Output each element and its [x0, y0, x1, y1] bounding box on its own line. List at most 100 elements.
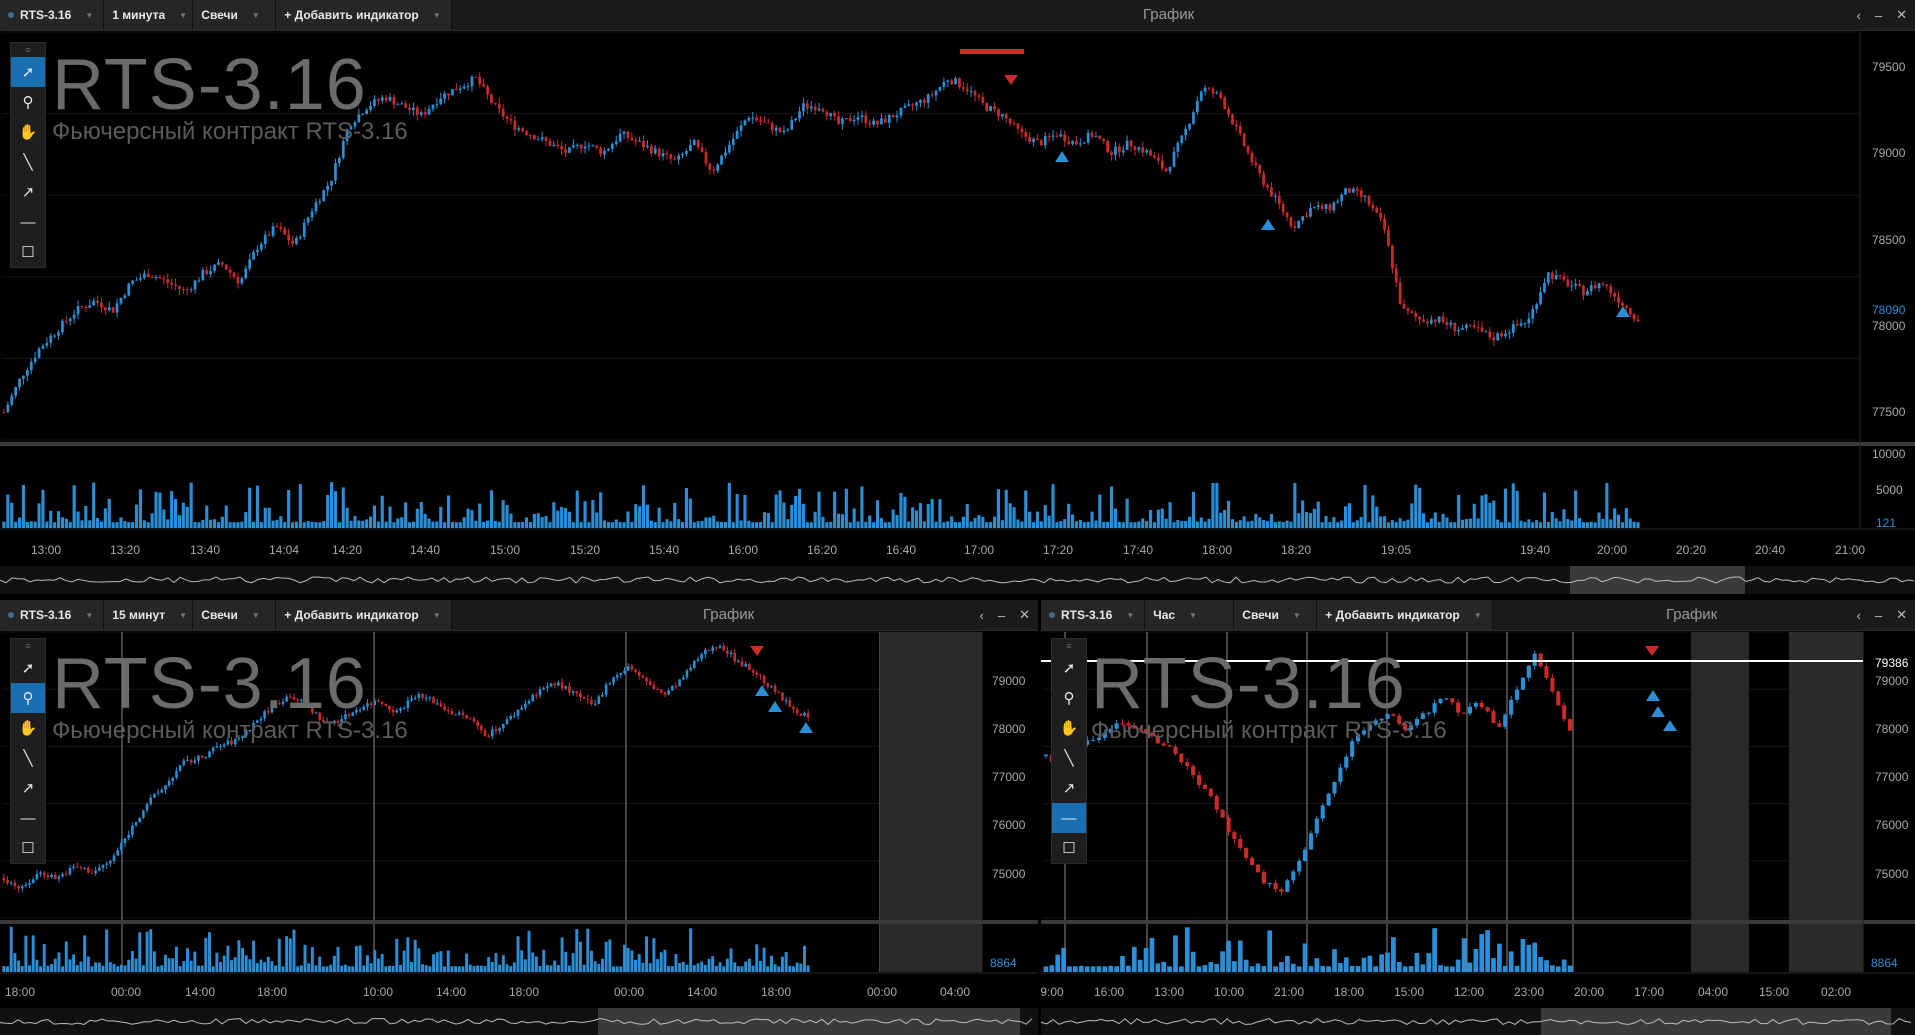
volume-bar [1184, 927, 1190, 972]
volume-bar [457, 966, 461, 972]
arrow-line-icon[interactable]: ↗ [21, 184, 35, 201]
close-icon[interactable]: ✕ [1896, 7, 1907, 22]
horizontal-line-icon[interactable]: — [20, 213, 36, 231]
horizontal-line-icon[interactable]: — [20, 809, 36, 827]
minimize-icon[interactable]: – [997, 607, 1006, 623]
horizontal-line-icon[interactable]: — [1052, 803, 1086, 833]
volume-bar [1090, 511, 1094, 528]
line-tool-icon[interactable]: ╲ [23, 154, 33, 171]
candle-body [109, 860, 112, 864]
volume-bar [25, 521, 29, 528]
hand-pan-icon[interactable]: ✋ [18, 720, 38, 737]
candle-body [181, 289, 185, 291]
zoom-icon[interactable]: ⚲ [11, 683, 45, 713]
volume-bar [946, 521, 950, 528]
volume-bar [232, 522, 236, 528]
volume-bar [875, 500, 880, 528]
volume-bar [641, 485, 646, 528]
symbol-selector[interactable]: RTS-3.16 ▼ [1041, 600, 1146, 630]
chart-panel-top[interactable]: RTS-3.16 ▼ 1 минута ▼ Свечи ▼ + Добавить ин… [0, 0, 1915, 596]
arrow-line-icon[interactable]: ↗ [1062, 780, 1076, 797]
window-title: График [1666, 606, 1718, 623]
volume-bar [1554, 518, 1558, 528]
rectangle-icon[interactable]: ☐ [1062, 840, 1076, 857]
collapse-icon[interactable]: ‹ [1856, 607, 1861, 623]
add-indicator-button[interactable]: + Добавить индикатор ▼ [276, 600, 452, 630]
volume-bar [1402, 521, 1406, 528]
volume-bar [1406, 519, 1410, 528]
add-indicator-button[interactable]: + Добавить индикатор ▼ [276, 0, 452, 30]
toolbar-grip-icon[interactable]: ≡ [1066, 641, 1072, 651]
candle-body [938, 86, 942, 91]
interval-selector[interactable]: Час ▼ [1145, 600, 1235, 630]
navigator-selection [1541, 1008, 1891, 1035]
candle-body [1098, 135, 1102, 139]
volume-bar [780, 956, 784, 972]
hand-pan-icon[interactable]: ✋ [1059, 720, 1079, 737]
candle-body [778, 127, 782, 133]
line-tool-icon[interactable]: ╲ [23, 750, 33, 767]
candle-body [120, 843, 123, 851]
candle-body [20, 886, 24, 889]
arrow-pointer-icon[interactable]: ➚ [1062, 660, 1076, 677]
collapse-icon[interactable]: ‹ [1856, 7, 1861, 23]
chart-type-selector[interactable]: Свечи ▼ [193, 0, 277, 30]
chart-canvas-bottom-right[interactable] [1041, 600, 1915, 1035]
volume-bar [83, 935, 87, 972]
arrow-pointer-icon[interactable]: ➚ [11, 57, 45, 87]
minimize-icon[interactable]: – [1874, 7, 1883, 23]
symbol-selector[interactable]: RTS-3.16 ▼ [0, 0, 105, 30]
volume-bar [189, 960, 193, 972]
volume-bar [345, 507, 349, 528]
volume-bar [392, 522, 396, 528]
minimize-icon[interactable]: – [1874, 607, 1883, 623]
chevron-down-icon: ▼ [1292, 610, 1301, 620]
hand-pan-icon[interactable]: ✋ [18, 124, 38, 141]
chart-canvas-bottom-left[interactable] [0, 600, 1038, 1035]
interval-selector[interactable]: 15 минут ▼ [104, 600, 194, 630]
volume-bar [1273, 966, 1278, 972]
zoom-icon[interactable]: ⚲ [22, 94, 34, 111]
rectangle-icon[interactable]: ☐ [21, 244, 35, 261]
volume-bar [134, 958, 138, 972]
volume-bar [1084, 966, 1090, 972]
arrow-line-icon[interactable]: ↗ [21, 780, 35, 797]
volume-bar [1468, 518, 1472, 528]
candle-body [969, 90, 973, 92]
symbol-selector[interactable]: RTS-3.16 ▼ [0, 600, 105, 630]
candle-body [670, 685, 674, 691]
toolbar-grip-icon[interactable]: ≡ [25, 641, 31, 651]
volume-bar [1491, 958, 1496, 972]
volume-bar [595, 512, 599, 528]
volume-bar [801, 503, 806, 528]
candle-body [502, 723, 505, 729]
candle-body [185, 289, 189, 291]
interval-selector[interactable]: 1 минута ▼ [104, 0, 194, 30]
toolbar-grip-icon[interactable]: ≡ [25, 45, 31, 55]
time-tick: 18:00 [508, 985, 540, 999]
close-icon[interactable]: ✕ [1019, 607, 1030, 622]
close-icon[interactable]: ✕ [1896, 607, 1907, 622]
chart-type-selector[interactable]: Свечи ▼ [1234, 600, 1318, 630]
volume-bar [10, 502, 14, 528]
arrow-pointer-icon[interactable]: ➚ [21, 660, 35, 677]
rectangle-icon[interactable]: ☐ [21, 840, 35, 857]
add-indicator-button[interactable]: + Добавить индикатор ▼ [1317, 600, 1493, 630]
zoom-icon[interactable]: ⚲ [1063, 690, 1075, 707]
candle-body [366, 703, 369, 707]
volume-bar [1230, 519, 1235, 528]
collapse-icon[interactable]: ‹ [979, 607, 984, 623]
volume-bar [1340, 520, 1344, 528]
volume-bar [879, 518, 884, 528]
chart-panel-bottom-left[interactable]: RTS-3.16 ▼ 15 минут ▼ Свечи ▼ + Добавить ин… [0, 600, 1038, 1035]
candle-body [782, 130, 786, 133]
candle-body [531, 695, 534, 702]
line-tool-icon[interactable]: ╲ [1064, 750, 1074, 767]
volume-bar [419, 502, 423, 528]
volume-bar [505, 505, 509, 528]
volume-bar [1067, 503, 1071, 528]
chart-canvas-top[interactable] [0, 0, 1915, 596]
chart-type-selector[interactable]: Свечи ▼ [193, 600, 277, 630]
chart-panel-bottom-right[interactable]: RTS-3.16 ▼ Час ▼ Свечи ▼ + Добавить индикат… [1041, 600, 1915, 1035]
candle-body [53, 335, 57, 337]
